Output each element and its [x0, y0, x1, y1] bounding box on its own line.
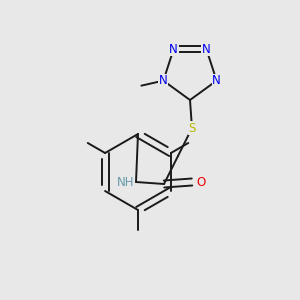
Text: N: N	[202, 43, 211, 56]
Text: NH: NH	[117, 176, 135, 188]
Text: N: N	[159, 74, 168, 87]
Text: N: N	[169, 43, 178, 56]
Text: N: N	[212, 74, 221, 87]
Text: S: S	[188, 122, 196, 134]
Text: O: O	[196, 176, 206, 188]
